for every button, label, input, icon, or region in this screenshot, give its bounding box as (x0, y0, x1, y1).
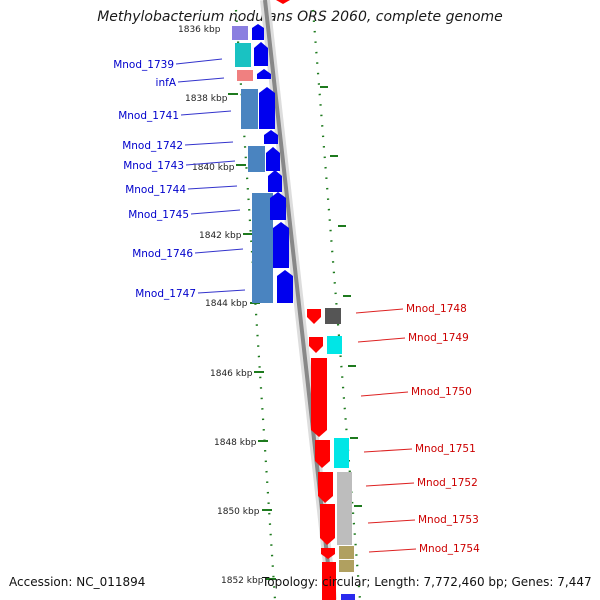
scale-label: 1840 kbp (192, 163, 235, 173)
leader-line (177, 77, 225, 83)
scale-tick (338, 225, 346, 227)
scale-tick (348, 365, 356, 367)
cds-feature (235, 43, 251, 67)
right-label-leaders (355, 308, 417, 553)
gene-arrow-reverse (307, 309, 321, 324)
leader-line (197, 289, 246, 294)
scale-label: 1844 kbp (205, 299, 248, 309)
leader-line (368, 548, 417, 553)
scale-label: 1838 kbp (185, 94, 228, 104)
scale-tick (320, 86, 328, 88)
gene-arrow-forward (254, 42, 268, 66)
gene-label-left[interactable]: Mnod_1745 (128, 209, 189, 221)
scale-tick (354, 505, 362, 507)
gene-label-right[interactable]: Mnod_1748 (406, 303, 467, 315)
gene-label-left[interactable]: Mnod_1739 (113, 59, 174, 71)
scale-label: 1850 kbp (217, 507, 260, 517)
leader-line (180, 110, 232, 116)
leader-line (175, 58, 223, 65)
scale-tick (258, 440, 268, 442)
cds-feature (339, 560, 354, 572)
scale-tick (350, 437, 358, 439)
gene-arrow-forward (259, 87, 275, 129)
leader-line (363, 448, 413, 453)
backbone (263, 0, 334, 600)
gene-label-right[interactable]: Mnod_1749 (408, 332, 469, 344)
gene-arrow-reverse (321, 548, 335, 559)
scale-tick (243, 233, 253, 235)
gene-arrow-reverse (320, 504, 335, 545)
scale-label: 1842 kbp (199, 231, 242, 241)
scale-tick (254, 371, 264, 373)
scale-tick (228, 93, 238, 95)
scale-label: 1848 kbp (214, 438, 257, 448)
gene-label-left[interactable]: Mnod_1741 (118, 110, 179, 122)
leader-line (187, 185, 238, 190)
leader-line (190, 209, 241, 215)
gene-label-left[interactable]: infA (156, 77, 177, 89)
cds-feature (341, 594, 355, 600)
scale-tick (330, 155, 338, 157)
scale-tick (262, 509, 272, 511)
leader-line (367, 519, 416, 524)
accession-text: Accession: NC_011894 (9, 575, 146, 589)
gene-arrow-forward (252, 24, 264, 40)
right-gene-track (307, 309, 336, 600)
gene-arrow-reverse (315, 440, 330, 468)
scale-label: 1846 kbp (210, 369, 253, 379)
left-gene-track (254, 42, 293, 303)
cds-feature (241, 89, 258, 129)
right-cds-track (325, 308, 355, 600)
gene-arrow-reverse (276, 0, 290, 4)
leader-line (194, 248, 244, 254)
leader-line (357, 337, 406, 343)
leader-line (184, 141, 234, 146)
cds-feature (248, 146, 265, 172)
cds-feature (232, 26, 248, 40)
gene-arrow-reverse (318, 472, 333, 503)
leader-line (360, 391, 409, 397)
gene-label-right[interactable]: Mnod_1753 (418, 514, 479, 526)
gene-arrow-forward (264, 130, 278, 144)
leader-line (365, 482, 415, 487)
map-title: Methylobacterium nodulans ORS 2060, comp… (97, 9, 503, 25)
left-label-leaders (175, 58, 246, 294)
cds-feature (339, 546, 354, 559)
scale-tick (343, 295, 351, 297)
gene-label-left[interactable]: Mnod_1742 (122, 140, 183, 152)
scale-label: 1852 kbp (221, 576, 264, 586)
scale-tick (266, 578, 276, 580)
cds-feature (252, 193, 273, 303)
scale-ticks (228, 86, 362, 580)
left-cds-track (235, 43, 273, 303)
scale-tick (236, 164, 246, 166)
cds-feature (237, 70, 253, 81)
cds-feature (337, 472, 352, 545)
scale-label-top: 1836 kbp (178, 25, 221, 35)
gene-arrow-forward (268, 170, 282, 192)
gene-label-left[interactable]: Mnod_1744 (125, 184, 186, 196)
gene-arrow-forward (257, 69, 271, 79)
leader-line (355, 308, 404, 314)
gene-label-right[interactable]: Mnod_1752 (417, 477, 478, 489)
gene-label-left[interactable]: Mnod_1746 (132, 248, 193, 260)
gene-arrow-forward (270, 192, 286, 220)
gene-label-left[interactable]: Mnod_1743 (123, 160, 184, 172)
cds-feature (334, 438, 349, 468)
gene-label-right[interactable]: Mnod_1751 (415, 443, 476, 455)
cds-feature (325, 308, 341, 324)
gene-label-right[interactable]: Mnod_1754 (419, 543, 480, 555)
leader-line (185, 160, 236, 166)
cds-feature (327, 336, 342, 354)
gene-label-right[interactable]: Mnod_1750 (411, 386, 472, 398)
gene-label-left[interactable]: Mnod_1747 (135, 288, 196, 300)
gene-arrow-reverse (311, 358, 327, 437)
gene-arrow-reverse (322, 562, 336, 600)
gene-arrow-reverse (309, 337, 323, 353)
gene-arrow-forward (266, 147, 280, 171)
gene-arrow-forward (277, 270, 293, 303)
topology-summary: Topology: circular; Length: 7,772,460 bp… (262, 575, 592, 589)
gene-arrow-forward (273, 222, 289, 268)
